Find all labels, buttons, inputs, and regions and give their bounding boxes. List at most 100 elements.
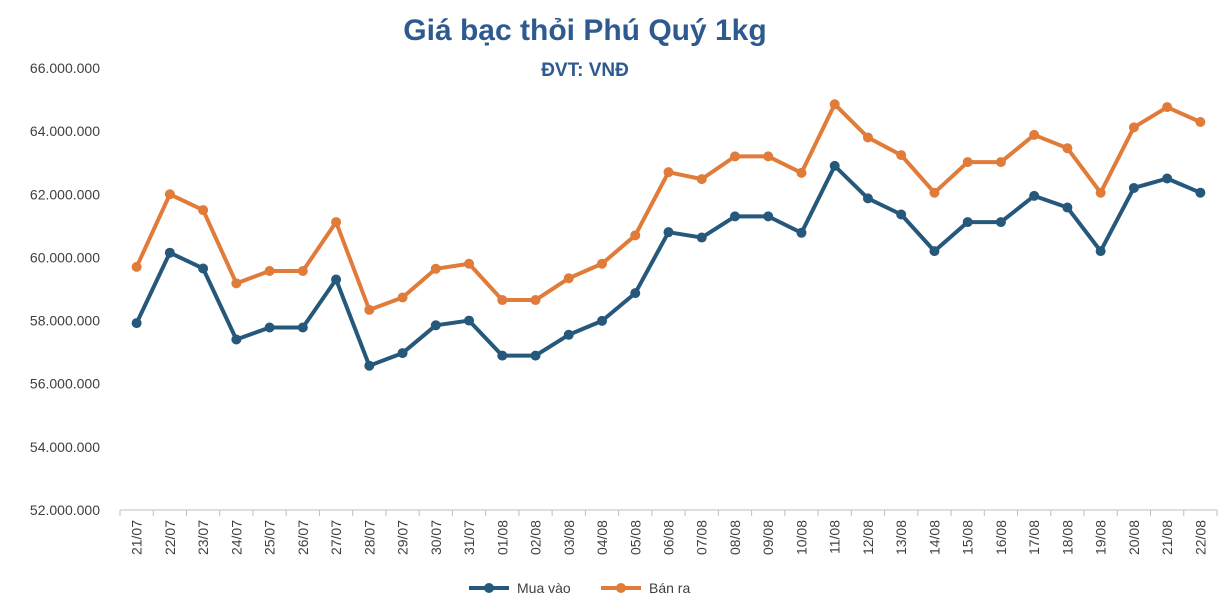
- x-tick-label: 30/07: [428, 520, 444, 555]
- data-point: [164, 247, 175, 258]
- x-tick-label: 02/08: [528, 520, 544, 555]
- data-point: [1062, 143, 1073, 154]
- legend-label: Bán ra: [649, 580, 690, 596]
- x-tick-label: 20/08: [1126, 520, 1142, 555]
- data-point: [464, 315, 475, 326]
- data-point: [1095, 246, 1106, 257]
- chart-title: Giá bạc thỏi Phú Quý 1kg: [403, 14, 767, 47]
- data-point: [597, 315, 608, 326]
- data-point: [464, 258, 475, 269]
- x-tick-label: 22/08: [1192, 520, 1208, 555]
- x-tick-label: 08/08: [727, 520, 743, 555]
- data-point: [1128, 122, 1139, 133]
- x-tick-label: 25/07: [262, 520, 278, 555]
- data-point: [962, 157, 973, 168]
- x-tick-label: 15/08: [960, 520, 976, 555]
- x-tick-label: 06/08: [661, 520, 677, 555]
- data-point: [530, 350, 541, 361]
- x-tick-label: 09/08: [760, 520, 776, 555]
- x-tick-label: 10/08: [793, 520, 809, 555]
- data-point: [995, 217, 1006, 228]
- data-point: [729, 211, 740, 222]
- x-tick-label: 03/08: [561, 520, 577, 555]
- x-tick-label: 23/07: [195, 520, 211, 555]
- data-point: [198, 205, 209, 216]
- data-point: [1095, 187, 1106, 198]
- y-tick-label: 52.000.000: [30, 502, 100, 518]
- data-point: [962, 217, 973, 228]
- data-point: [663, 167, 674, 178]
- series-line-ban-ra: [134, 102, 1202, 312]
- data-point: [1195, 187, 1206, 198]
- x-tick-label: 04/08: [594, 520, 610, 555]
- data-point: [164, 189, 175, 200]
- data-point: [696, 174, 707, 185]
- legend-swatch-marker: [484, 583, 494, 593]
- data-point: [829, 160, 840, 171]
- chart-subtitle: ĐVT: VNĐ: [541, 60, 629, 81]
- data-point: [862, 132, 873, 143]
- data-point: [430, 320, 441, 331]
- data-point: [729, 151, 740, 162]
- data-point: [1195, 116, 1206, 127]
- data-point: [663, 227, 674, 238]
- x-tick-label: 16/08: [993, 520, 1009, 555]
- x-tick-label: 13/08: [893, 520, 909, 555]
- data-point: [497, 350, 508, 361]
- y-tick-label: 60.000.000: [30, 249, 100, 265]
- data-point: [1162, 102, 1173, 113]
- y-tick-label: 64.000.000: [30, 123, 100, 139]
- y-tick-label: 66.000.000: [30, 60, 100, 76]
- x-tick-label: 27/07: [328, 520, 344, 555]
- data-point: [331, 274, 342, 285]
- data-point: [264, 322, 275, 333]
- data-point: [929, 187, 940, 198]
- data-point: [862, 193, 873, 204]
- data-point: [896, 150, 907, 161]
- data-point: [231, 278, 242, 289]
- y-tick-label: 58.000.000: [30, 313, 100, 329]
- data-point: [630, 230, 641, 241]
- x-tick-label: 21/08: [1159, 520, 1175, 555]
- x-tick-label: 11/08: [827, 520, 843, 554]
- data-point: [1029, 129, 1040, 140]
- data-point: [630, 288, 641, 299]
- x-tick-label: 18/08: [1059, 520, 1075, 555]
- data-point: [1128, 182, 1139, 193]
- x-tick-label: 17/08: [1026, 520, 1042, 555]
- data-point: [796, 227, 807, 238]
- data-point: [297, 266, 308, 277]
- data-point: [530, 295, 541, 306]
- x-tick-label: 22/07: [162, 520, 178, 555]
- x-tick-label: 19/08: [1093, 520, 1109, 555]
- data-point: [796, 167, 807, 178]
- x-tick-label: 07/08: [694, 520, 710, 555]
- x-tick-label: 24/07: [228, 520, 244, 555]
- data-point: [497, 295, 508, 306]
- legend-label: Mua vào: [517, 580, 571, 596]
- x-tick-label: 14/08: [926, 520, 942, 555]
- data-point: [563, 273, 574, 284]
- data-point: [696, 232, 707, 243]
- y-tick-label: 54.000.000: [30, 439, 100, 455]
- data-point: [364, 304, 375, 315]
- data-point: [297, 322, 308, 333]
- y-tick-label: 56.000.000: [30, 376, 100, 392]
- data-point: [763, 211, 774, 222]
- x-tick-label: 26/07: [295, 520, 311, 555]
- data-point: [331, 217, 342, 228]
- x-tick-label: 05/08: [627, 520, 643, 555]
- data-point: [264, 266, 275, 277]
- data-point: [1062, 202, 1073, 213]
- x-tick-label: 12/08: [860, 520, 876, 555]
- data-point: [397, 292, 408, 303]
- data-point: [995, 157, 1006, 168]
- x-tick-label: 29/07: [395, 520, 411, 555]
- data-point: [829, 99, 840, 110]
- data-point: [131, 318, 142, 329]
- x-tick-label: 21/07: [129, 520, 145, 555]
- data-point: [231, 334, 242, 345]
- data-point: [1029, 190, 1040, 201]
- x-tick-label: 31/07: [461, 520, 477, 555]
